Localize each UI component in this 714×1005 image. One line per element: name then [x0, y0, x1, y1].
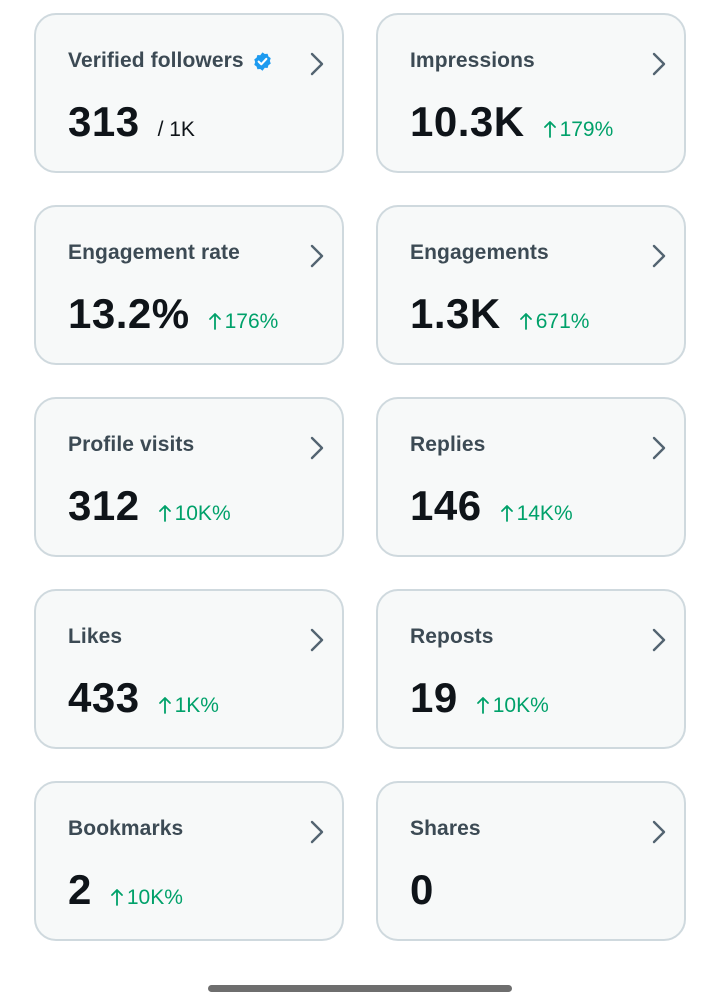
metric-delta: 10K%: [158, 502, 231, 526]
metric-value-row: 13.2% 176%: [68, 293, 278, 335]
metric-value: 19: [410, 674, 458, 721]
metric-delta: 671%: [519, 310, 590, 334]
metric-card-engagement-rate[interactable]: Engagement rate 13.2% 176%: [34, 205, 344, 365]
metric-value-row: 312 10K%: [68, 485, 231, 527]
metric-delta: 10K%: [110, 886, 183, 910]
metric-value-row: 146 14K%: [410, 485, 573, 527]
metric-label-row: Shares: [410, 817, 481, 841]
metric-label: Profile visits: [68, 433, 195, 456]
chevron-right-icon[interactable]: [306, 435, 328, 461]
arrow-up-icon: [158, 502, 175, 526]
metric-label: Bookmarks: [68, 817, 184, 840]
chevron-right-icon[interactable]: [306, 819, 328, 845]
metric-card-likes[interactable]: Likes 433 1K%: [34, 589, 344, 749]
chevron-right-icon[interactable]: [306, 243, 328, 269]
metric-value-row: 433 1K%: [68, 677, 219, 719]
metric-label: Reposts: [410, 625, 494, 648]
metric-label: Engagements: [410, 241, 549, 264]
metric-delta: 14K%: [500, 502, 573, 526]
metric-card-replies[interactable]: Replies 146 14K%: [376, 397, 686, 557]
metric-label: Likes: [68, 625, 123, 648]
metric-value: 13.2%: [68, 290, 190, 337]
arrow-up-icon: [500, 502, 517, 526]
metric-label: Impressions: [410, 49, 535, 72]
chevron-right-icon[interactable]: [648, 819, 670, 845]
metric-delta-text: 1K%: [174, 694, 219, 717]
metric-label: Engagement rate: [68, 241, 240, 264]
metric-delta-text: 10K%: [126, 886, 183, 909]
metric-card-verified-followers[interactable]: Verified followers 313 / 1K: [34, 13, 344, 173]
metric-value: 1.3K: [410, 290, 501, 337]
metric-label: Replies: [410, 433, 486, 456]
metric-card-reposts[interactable]: Reposts 19 10K%: [376, 589, 686, 749]
metric-value: 433: [68, 674, 140, 721]
chevron-right-icon[interactable]: [648, 435, 670, 461]
metric-card-engagements[interactable]: Engagements 1.3K 671%: [376, 205, 686, 365]
metric-label-row: Impressions: [410, 49, 535, 73]
metric-label-row: Engagement rate: [68, 241, 240, 265]
metric-delta: 1K%: [158, 694, 219, 718]
metric-value: 312: [68, 482, 140, 529]
metric-value-row: 1.3K 671%: [410, 293, 589, 335]
home-indicator[interactable]: [208, 985, 512, 992]
arrow-up-icon: [476, 694, 493, 718]
metric-label-row: Profile visits: [68, 433, 194, 457]
verified-badge-icon: [252, 51, 273, 72]
metric-card-shares[interactable]: Shares 0: [376, 781, 686, 941]
metric-label-row: Verified followers: [68, 49, 273, 73]
metric-card-profile-visits[interactable]: Profile visits 312 10K%: [34, 397, 344, 557]
metric-delta-text: 10K%: [492, 694, 549, 717]
metric-label-row: Replies: [410, 433, 485, 457]
chevron-right-icon[interactable]: [306, 627, 328, 653]
metric-label-row: Bookmarks: [68, 817, 183, 841]
arrow-up-icon: [158, 694, 175, 718]
chevron-right-icon[interactable]: [648, 627, 670, 653]
metric-delta-text: 179%: [559, 118, 614, 141]
metric-value-row: 313 / 1K: [68, 101, 195, 143]
metric-delta: 10K%: [476, 694, 549, 718]
metric-delta-text: 14K%: [516, 502, 573, 525]
metric-label-row: Reposts: [410, 625, 494, 649]
metric-card-impressions[interactable]: Impressions 10.3K 179%: [376, 13, 686, 173]
metrics-grid: Verified followers 313 / 1K Impressions 10.3…: [34, 13, 686, 941]
metric-value: 2: [68, 866, 92, 913]
metric-card-bookmarks[interactable]: Bookmarks 2 10K%: [34, 781, 344, 941]
chevron-right-icon[interactable]: [648, 243, 670, 269]
metric-delta-text: 176%: [224, 310, 279, 333]
metric-delta-text: 671%: [535, 310, 590, 333]
metric-label-row: Engagements: [410, 241, 549, 265]
metric-delta: 176%: [208, 310, 279, 334]
metric-label-row: Likes: [68, 625, 122, 649]
arrow-up-icon: [110, 886, 127, 910]
metric-value-row: 2 10K%: [68, 869, 183, 911]
chevron-right-icon[interactable]: [648, 51, 670, 77]
metric-value: 313: [68, 98, 140, 145]
arrow-up-icon: [543, 118, 560, 142]
metric-value-row: 0: [410, 869, 434, 911]
arrow-up-icon: [208, 310, 225, 334]
metric-label: Verified followers: [68, 49, 244, 72]
metric-delta-text: 10K%: [174, 502, 231, 525]
metric-delta: 179%: [543, 118, 614, 142]
chevron-right-icon[interactable]: [306, 51, 328, 77]
metric-value-row: 10.3K 179%: [410, 101, 613, 143]
metric-value-row: 19 10K%: [410, 677, 549, 719]
arrow-up-icon: [519, 310, 536, 334]
metric-value: 146: [410, 482, 482, 529]
metric-value: 0: [410, 866, 434, 913]
metric-value: 10.3K: [410, 98, 525, 145]
metric-goal: / 1K: [157, 118, 195, 141]
metric-label: Shares: [410, 817, 481, 840]
